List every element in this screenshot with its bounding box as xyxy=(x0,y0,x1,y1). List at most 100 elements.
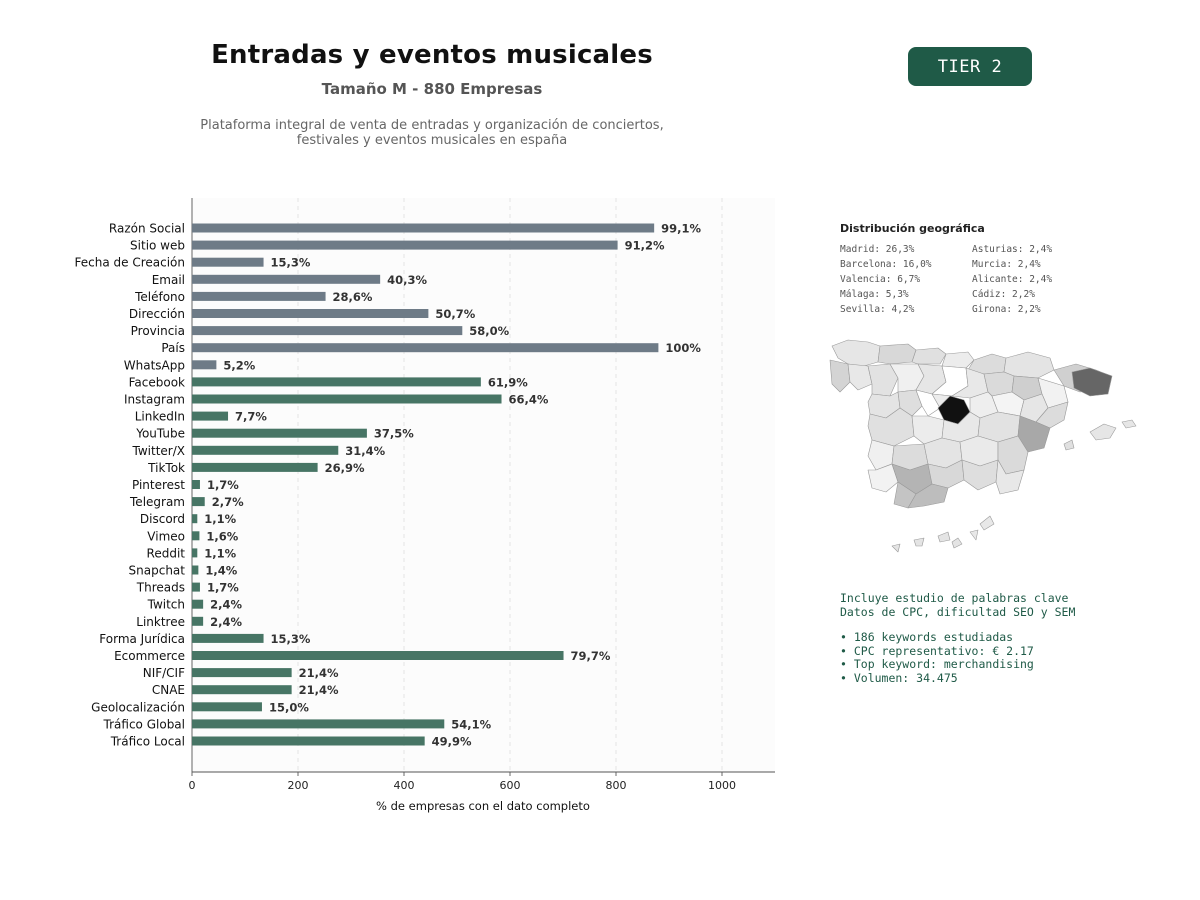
y-tick-label: Facebook xyxy=(129,375,185,389)
data-label: 79,7% xyxy=(571,649,611,663)
bar xyxy=(192,565,199,575)
y-tick-label: Email xyxy=(152,273,185,287)
y-tick-label: Dirección xyxy=(129,307,185,321)
data-label: 40,3% xyxy=(387,273,427,287)
geo-item: Barcelona: 16,0% xyxy=(840,259,932,270)
data-label: 50,7% xyxy=(435,307,475,321)
y-tick-label: Ecommerce xyxy=(114,649,185,663)
bar xyxy=(192,309,429,318)
bar xyxy=(192,343,659,353)
y-tick-label: Forma Jurídica xyxy=(99,632,185,646)
bar xyxy=(192,394,502,404)
data-label: 15,3% xyxy=(271,632,311,646)
geo-item: Cádiz: 2,2% xyxy=(972,289,1035,300)
map-region xyxy=(979,515,995,531)
x-tick-label: 600 xyxy=(500,779,521,792)
data-label: 1,7% xyxy=(207,478,239,492)
data-label: 61,9% xyxy=(488,375,528,389)
data-label: 31,4% xyxy=(345,444,385,458)
y-tick-label: YouTube xyxy=(135,427,185,441)
data-label: 2,4% xyxy=(210,615,242,629)
y-tick-label: TikTok xyxy=(147,461,185,475)
bar xyxy=(192,599,204,609)
page-subtitle: Tamaño M - 880 Empresas xyxy=(321,80,543,98)
y-tick-label: Geolocalización xyxy=(91,700,185,714)
bar xyxy=(192,702,262,712)
spain-map xyxy=(829,339,1137,553)
y-tick-label: País xyxy=(161,341,185,355)
map-region xyxy=(1121,419,1137,429)
data-label: 1,4% xyxy=(205,564,237,578)
bar xyxy=(192,633,264,643)
data-label: 1,6% xyxy=(206,529,238,543)
map-region xyxy=(969,529,979,541)
bar xyxy=(192,326,463,336)
data-label: 2,7% xyxy=(212,495,244,509)
y-tick-label: NIF/CIF xyxy=(143,666,185,680)
y-tick-label: Teléfono xyxy=(134,290,185,304)
y-tick-label: Provincia xyxy=(131,324,185,338)
bar xyxy=(192,360,217,370)
geo-item: Alicante: 2,4% xyxy=(972,274,1053,285)
map-region xyxy=(897,389,923,417)
bar xyxy=(192,445,339,455)
bar xyxy=(192,411,229,421)
map-region xyxy=(913,537,925,547)
map-region xyxy=(941,351,975,369)
data-label: 100% xyxy=(665,341,701,355)
header: Entradas y eventos musicales Tamaño M - … xyxy=(132,40,732,148)
data-label: 99,1% xyxy=(661,222,701,236)
y-tick-label: Discord xyxy=(140,512,185,526)
y-tick-label: Instagram xyxy=(124,393,185,407)
map-region xyxy=(1003,351,1055,379)
data-label: 66,4% xyxy=(509,393,549,407)
map-region xyxy=(951,537,963,549)
geo-item: Sevilla: 4,2% xyxy=(840,304,915,315)
keywords-bullet: • 186 keywords estudiadas xyxy=(840,630,1014,644)
bar xyxy=(192,240,618,250)
data-label: 37,5% xyxy=(374,427,414,441)
y-tick-label: Twitch xyxy=(147,598,185,612)
keywords-line-1: Incluye estudio de palabras clave xyxy=(840,591,1069,605)
map-region xyxy=(847,363,873,391)
map-region xyxy=(1063,439,1075,451)
data-label: 1,7% xyxy=(207,581,239,595)
bar xyxy=(192,497,205,507)
data-label: 49,9% xyxy=(432,735,472,749)
bar xyxy=(192,531,200,541)
bar xyxy=(192,548,198,558)
x-tick-label: 400 xyxy=(394,779,415,792)
bar xyxy=(192,257,264,267)
bar xyxy=(192,719,445,729)
data-label: 2,4% xyxy=(210,598,242,612)
map-region xyxy=(911,347,947,365)
map-region xyxy=(1035,401,1069,429)
y-tick-label: Reddit xyxy=(147,546,186,560)
data-label: 26,9% xyxy=(325,461,365,475)
y-tick-label: LinkedIn xyxy=(135,410,185,424)
data-label: 58,0% xyxy=(469,324,509,338)
y-tick-label: Twitter/X xyxy=(132,444,185,458)
page-title: Entradas y eventos musicales xyxy=(211,40,653,70)
bar xyxy=(192,685,292,695)
map-region xyxy=(1089,423,1117,441)
bar xyxy=(192,223,655,233)
description-line-2: festivales y eventos musicales en españa xyxy=(296,133,568,148)
bar xyxy=(192,480,200,489)
data-label: 21,4% xyxy=(299,666,339,680)
y-tick-label: Pinterest xyxy=(132,478,185,492)
x-tick-label: 200 xyxy=(288,779,309,792)
bar xyxy=(192,514,198,524)
y-tick-label: Tráfico Local xyxy=(110,735,185,749)
y-tick-label: CNAE xyxy=(152,683,185,697)
y-tick-label: Telegram xyxy=(129,495,185,509)
map-region xyxy=(915,389,941,417)
bar xyxy=(192,651,564,660)
geo-distribution-panel: Distribución geográfica Madrid: 26,3% As… xyxy=(840,222,1160,315)
x-tick-label: 1000 xyxy=(708,779,736,792)
geo-title: Distribución geográfica xyxy=(840,222,985,235)
geo-item: Girona: 2,2% xyxy=(972,304,1041,315)
y-tick-label: Threads xyxy=(136,581,185,595)
map-region xyxy=(829,359,851,393)
tier-badge: TIER 2 xyxy=(908,47,1032,86)
